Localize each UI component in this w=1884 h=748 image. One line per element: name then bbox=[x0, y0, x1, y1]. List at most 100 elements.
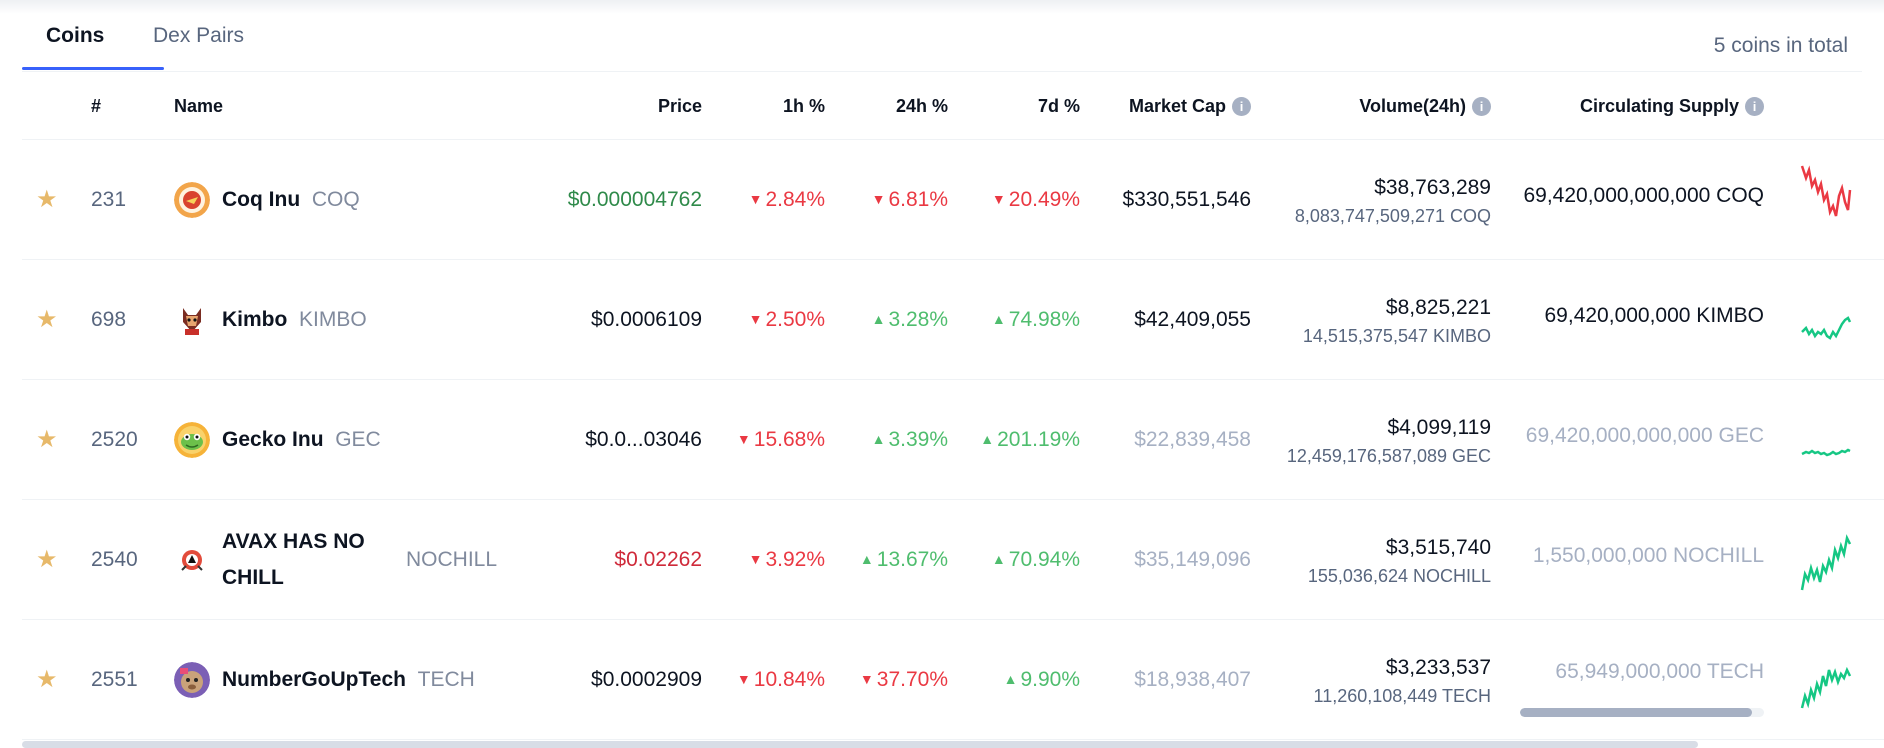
change-1h: ▼ 2.50% bbox=[749, 308, 825, 332]
volume-coin: 14,515,375,547 KIMBO bbox=[1302, 326, 1491, 346]
triangle-up-icon: ▲ bbox=[871, 311, 886, 327]
coin-name-line2[interactable]: CHILL bbox=[222, 566, 284, 589]
table-row[interactable]: ★ 2540 AVAX HAS NO CHILL NOCHILL $0.0226… bbox=[22, 500, 1884, 620]
change-24h-value: 6.81% bbox=[888, 188, 948, 211]
header-supply-label: Circulating Supply bbox=[1579, 96, 1739, 116]
change-1h-value: 10.84% bbox=[753, 668, 825, 691]
coin-price: $0.0006109 bbox=[591, 308, 702, 331]
change-1h-value: 2.84% bbox=[765, 188, 825, 211]
coin-price: $0.000004762 bbox=[567, 188, 702, 211]
info-icon[interactable]: i bbox=[1745, 97, 1764, 116]
circulating-supply: 65,949,000,000 TECH bbox=[1555, 660, 1764, 683]
sparkline-7d bbox=[1800, 165, 1852, 217]
tab-dex-pairs[interactable]: Dex Pairs bbox=[153, 24, 245, 47]
volume-usd: $3,233,537 bbox=[1385, 656, 1491, 679]
coins-total-count: 5 coins in total bbox=[1713, 34, 1848, 57]
coin-name-cell[interactable]: Gecko Inu GEC bbox=[222, 428, 381, 452]
star-icon[interactable]: ★ bbox=[36, 306, 58, 333]
active-tab-indicator bbox=[22, 67, 164, 70]
coin-price: $0.02262 bbox=[614, 548, 702, 571]
coin-name-cell[interactable]: Kimbo KIMBO bbox=[222, 308, 367, 332]
coin-name-cell[interactable]: NumberGoUpTech TECH bbox=[222, 668, 475, 692]
volume-usd: $4,099,119 bbox=[1387, 416, 1491, 439]
triangle-up-icon: ▲ bbox=[991, 551, 1006, 567]
market-cap: $22,839,458 bbox=[1134, 428, 1251, 451]
change-7d-value: 20.49% bbox=[1008, 188, 1080, 211]
header-market-cap-label: Market Cap bbox=[1128, 96, 1226, 116]
header-7d[interactable]: 7d % bbox=[1037, 96, 1080, 116]
row-rank: 2540 bbox=[91, 548, 138, 571]
change-7d-value: 70.94% bbox=[1008, 548, 1080, 571]
table-row[interactable]: ★ 2520 Gecko Inu GEC $0.0...03046 ▼ 15.68… bbox=[22, 380, 1884, 500]
volume-coin: 11,260,108,449 TECH bbox=[1313, 686, 1491, 706]
coins-table: # Name Price 1h % 24h % 7d % Market Cap i… bbox=[22, 72, 1884, 748]
header-volume[interactable]: Volume(24h) i bbox=[1359, 96, 1491, 117]
triangle-up-icon: ▲ bbox=[980, 431, 995, 447]
coin-symbol: GEC bbox=[335, 428, 381, 451]
volume-usd: $8,825,221 bbox=[1385, 296, 1491, 319]
change-24h: ▼ 6.81% bbox=[872, 188, 948, 212]
change-24h: ▲ 13.67% bbox=[860, 548, 948, 572]
coin-name[interactable]: NumberGoUpTech bbox=[222, 668, 406, 691]
horizontal-scrollbar[interactable] bbox=[22, 741, 1698, 748]
star-icon[interactable]: ★ bbox=[36, 426, 58, 453]
tab-coins[interactable]: Coins bbox=[46, 24, 105, 47]
header-shadow bbox=[0, 0, 1884, 14]
coin-name-line1[interactable]: AVAX HAS NO bbox=[222, 530, 365, 553]
header-price[interactable]: Price bbox=[657, 96, 702, 116]
triangle-down-icon: ▼ bbox=[871, 191, 886, 207]
circulating-supply: 69,420,000,000 KIMBO bbox=[1544, 304, 1765, 327]
change-7d: ▲ 9.90% bbox=[1004, 668, 1080, 692]
change-1h: ▼ 15.68% bbox=[737, 428, 825, 452]
sparkline-7d bbox=[1801, 316, 1852, 340]
supply-progress-fill bbox=[1520, 708, 1752, 717]
change-24h-value: 13.67% bbox=[876, 548, 948, 571]
coin-logo-tech bbox=[174, 662, 210, 698]
tab-bar: Coins Dex Pairs 5 coins in total bbox=[22, 0, 1862, 72]
triangle-down-icon: ▼ bbox=[736, 671, 751, 687]
star-icon[interactable]: ★ bbox=[36, 666, 58, 693]
header-circulating-supply[interactable]: Circulating Supply i bbox=[1580, 96, 1764, 117]
header-1h[interactable]: 1h % bbox=[782, 96, 825, 116]
volume-coin: 12,459,176,587,089 GEC bbox=[1286, 446, 1491, 466]
change-24h-value: 3.39% bbox=[888, 428, 948, 451]
volume-coin: 8,083,747,509,271 COQ bbox=[1294, 206, 1491, 226]
change-24h-value: 37.70% bbox=[876, 668, 948, 691]
coin-name[interactable]: Coq Inu bbox=[222, 188, 301, 211]
triangle-down-icon: ▼ bbox=[991, 191, 1006, 207]
star-icon[interactable]: ★ bbox=[36, 546, 58, 573]
supply-progress-bar bbox=[1520, 708, 1764, 717]
row-rank: 2520 bbox=[91, 428, 138, 451]
table-row[interactable]: ★ 231 Coq Inu COQ $0.000004762 ▼ 2.84% ▼ 6… bbox=[22, 140, 1884, 260]
header-name[interactable]: Name bbox=[174, 96, 224, 116]
sparkline-7d bbox=[1800, 666, 1852, 709]
header-rank[interactable]: # bbox=[91, 96, 102, 116]
circulating-supply: 69,420,000,000,000 COQ bbox=[1523, 184, 1764, 207]
change-1h-value: 15.68% bbox=[753, 428, 825, 451]
volume-usd: $38,763,289 bbox=[1374, 176, 1491, 199]
star-icon[interactable]: ★ bbox=[36, 186, 58, 213]
header-market-cap[interactable]: Market Cap i bbox=[1129, 96, 1251, 117]
coin-symbol: TECH bbox=[417, 668, 475, 691]
table-row[interactable]: ★ 2551 NumberGoUpTech TECH $0.0002909 ▼ 1… bbox=[22, 620, 1884, 740]
coin-price: $0.0...03046 bbox=[585, 428, 702, 451]
sparkline-7d bbox=[1801, 448, 1851, 457]
change-7d-value: 201.19% bbox=[997, 428, 1080, 451]
coin-logo-coq bbox=[174, 182, 210, 218]
header-24h[interactable]: 24h % bbox=[895, 96, 948, 116]
coin-name-cell[interactable]: Coq Inu COQ bbox=[222, 188, 360, 212]
info-icon[interactable]: i bbox=[1472, 97, 1491, 116]
table-row[interactable]: ★ 698 Kimbo KIMBO $0.0006109 ▼ 2.50% ▲ 3.2… bbox=[22, 260, 1884, 380]
coin-name[interactable]: Gecko Inu bbox=[222, 428, 324, 451]
change-24h: ▼ 37.70% bbox=[860, 668, 948, 692]
coin-symbol: KIMBO bbox=[299, 308, 367, 331]
triangle-down-icon: ▼ bbox=[859, 671, 874, 687]
coin-name[interactable]: Kimbo bbox=[222, 308, 288, 331]
change-1h: ▼ 10.84% bbox=[737, 668, 825, 692]
market-cap: $18,938,407 bbox=[1134, 668, 1251, 691]
change-1h-value: 2.50% bbox=[765, 308, 825, 331]
info-icon[interactable]: i bbox=[1232, 97, 1251, 116]
triangle-up-icon: ▲ bbox=[859, 551, 874, 567]
market-cap: $330,551,546 bbox=[1122, 188, 1251, 211]
change-24h: ▲ 3.39% bbox=[872, 428, 948, 452]
